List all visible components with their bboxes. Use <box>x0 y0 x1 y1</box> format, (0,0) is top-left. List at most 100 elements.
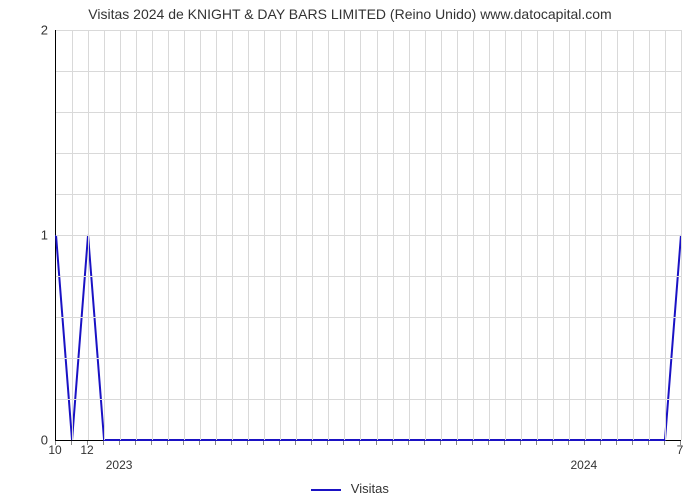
grid-line-v <box>88 30 89 440</box>
y-tick-label: 1 <box>8 228 48 243</box>
x-minor-tick <box>376 441 377 445</box>
legend-line-swatch <box>311 489 341 491</box>
x-year-label: 2023 <box>106 458 133 472</box>
x-minor-tick <box>648 441 649 445</box>
grid-line-v <box>328 30 329 440</box>
grid-line-h <box>56 317 681 318</box>
y-tick-label: 2 <box>8 23 48 38</box>
x-minor-tick <box>151 441 152 445</box>
x-minor-tick <box>600 441 601 445</box>
grid-line-v <box>168 30 169 440</box>
grid-line-v <box>553 30 554 440</box>
grid-line-v <box>681 30 682 440</box>
grid-line-v <box>425 30 426 440</box>
grid-line-v <box>104 30 105 440</box>
grid-line-v <box>617 30 618 440</box>
x-minor-tick <box>632 441 633 445</box>
x-minor-tick <box>215 441 216 445</box>
x-minor-tick <box>231 441 232 445</box>
x-minor-tick <box>327 441 328 445</box>
grid-line-v <box>585 30 586 440</box>
grid-line-v <box>569 30 570 440</box>
legend-label: Visitas <box>351 481 389 496</box>
grid-line-v <box>393 30 394 440</box>
grid-line-v <box>312 30 313 440</box>
x-year-label: 2024 <box>570 458 597 472</box>
grid-line-h <box>56 71 681 72</box>
x-minor-tick <box>472 441 473 445</box>
chart-title: Visitas 2024 de KNIGHT & DAY BARS LIMITE… <box>0 6 700 22</box>
x-minor-tick <box>488 441 489 445</box>
x-minor-tick <box>552 441 553 445</box>
grid-line-v <box>537 30 538 440</box>
grid-line-v <box>360 30 361 440</box>
x-minor-tick <box>424 441 425 445</box>
x-minor-tick <box>103 441 104 445</box>
x-minor-tick <box>183 441 184 445</box>
grid-line-v <box>280 30 281 440</box>
grid-line-v <box>489 30 490 440</box>
grid-line-v <box>649 30 650 440</box>
grid-line-h <box>56 112 681 113</box>
x-minor-tick <box>343 441 344 445</box>
grid-line-h <box>56 194 681 195</box>
grid-line-v <box>184 30 185 440</box>
x-minor-tick <box>536 441 537 445</box>
grid-line-v <box>377 30 378 440</box>
grid-line-v <box>505 30 506 440</box>
x-minor-tick <box>167 441 168 445</box>
x-minor-tick <box>584 441 585 445</box>
x-minor-tick <box>135 441 136 445</box>
grid-line-v <box>344 30 345 440</box>
grid-line-v <box>633 30 634 440</box>
grid-line-v <box>473 30 474 440</box>
grid-line-v <box>665 30 666 440</box>
grid-line-v <box>601 30 602 440</box>
series-visitas <box>56 235 681 440</box>
grid-line-h <box>56 276 681 277</box>
x-minor-tick <box>392 441 393 445</box>
grid-line-v <box>248 30 249 440</box>
grid-line-v <box>441 30 442 440</box>
x-minor-tick <box>279 441 280 445</box>
x-minor-tick <box>263 441 264 445</box>
x-minor-tick <box>295 441 296 445</box>
grid-line-v <box>296 30 297 440</box>
x-tick-label: 12 <box>80 443 93 457</box>
x-minor-tick <box>456 441 457 445</box>
grid-line-h <box>56 399 681 400</box>
grid-line-v <box>200 30 201 440</box>
grid-line-h <box>56 235 681 236</box>
x-minor-tick <box>199 441 200 445</box>
x-minor-tick <box>440 441 441 445</box>
x-minor-tick <box>311 441 312 445</box>
grid-line-v <box>457 30 458 440</box>
x-minor-tick <box>568 441 569 445</box>
grid-line-v <box>264 30 265 440</box>
grid-line-h <box>56 30 681 31</box>
grid-line-v <box>136 30 137 440</box>
grid-line-v <box>521 30 522 440</box>
legend: Visitas <box>0 481 700 496</box>
y-tick-label: 0 <box>8 433 48 448</box>
grid-line-v <box>216 30 217 440</box>
grid-line-v <box>232 30 233 440</box>
x-minor-tick <box>71 441 72 445</box>
plot-area <box>55 30 681 441</box>
grid-line-v <box>152 30 153 440</box>
grid-line-v <box>72 30 73 440</box>
grid-line-v <box>120 30 121 440</box>
x-minor-tick <box>359 441 360 445</box>
x-minor-tick <box>616 441 617 445</box>
x-tick-label: 7 <box>677 443 684 457</box>
x-minor-tick <box>664 441 665 445</box>
chart-container: Visitas 2024 de KNIGHT & DAY BARS LIMITE… <box>0 0 700 500</box>
x-minor-tick <box>520 441 521 445</box>
grid-line-h <box>56 358 681 359</box>
x-minor-tick <box>504 441 505 445</box>
x-tick-label: 10 <box>48 443 61 457</box>
x-minor-tick <box>247 441 248 445</box>
x-minor-tick <box>119 441 120 445</box>
grid-line-v <box>409 30 410 440</box>
x-minor-tick <box>408 441 409 445</box>
